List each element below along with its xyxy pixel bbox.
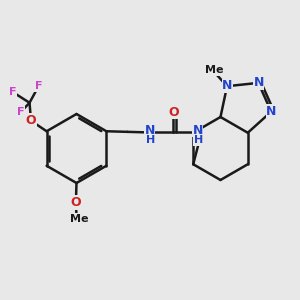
Text: O: O <box>26 114 36 127</box>
Text: N: N <box>254 76 264 89</box>
Text: O: O <box>169 106 179 118</box>
Text: F: F <box>17 107 25 117</box>
Text: Me: Me <box>205 65 224 75</box>
Text: N: N <box>266 105 277 118</box>
Text: O: O <box>70 196 81 209</box>
Text: H: H <box>146 135 155 145</box>
Text: F: F <box>35 81 42 91</box>
Text: N: N <box>192 124 203 137</box>
Text: H: H <box>194 135 203 145</box>
Text: Me: Me <box>70 214 88 224</box>
Text: N: N <box>222 80 233 92</box>
Text: F: F <box>9 87 17 97</box>
Text: N: N <box>144 124 155 137</box>
